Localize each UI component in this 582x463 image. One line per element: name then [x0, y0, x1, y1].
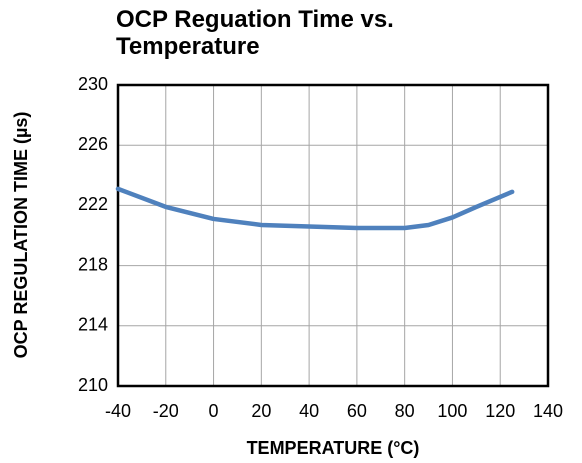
x-tick-label: -40: [105, 401, 131, 421]
data-line: [115, 186, 515, 231]
y-tick-label: 218: [78, 254, 108, 274]
x-tick-label: 140: [533, 401, 563, 421]
y-tick-label: 222: [78, 194, 108, 214]
x-tick-label: 40: [299, 401, 319, 421]
x-tick-label: 100: [437, 401, 467, 421]
y-tick-label: 210: [78, 375, 108, 395]
plot-frame: [116, 83, 550, 388]
y-tick-label: 230: [78, 74, 108, 94]
chart-title: OCP Reguation Time vs. Temperature: [116, 6, 394, 60]
x-axis-title: TEMPERATURE (°C): [247, 438, 420, 458]
x-tick-label: 0: [209, 401, 219, 421]
x-tick-label: 120: [485, 401, 515, 421]
y-axis-title: OCP REGULATION TIME (µs): [11, 112, 31, 359]
y-tick-label: 226: [78, 134, 108, 154]
x-tick-label: 80: [395, 401, 415, 421]
x-tick-label: 60: [347, 401, 367, 421]
x-tick-label: -20: [153, 401, 179, 421]
x-tick-label: 20: [251, 401, 271, 421]
y-tick-label: 214: [78, 315, 108, 335]
